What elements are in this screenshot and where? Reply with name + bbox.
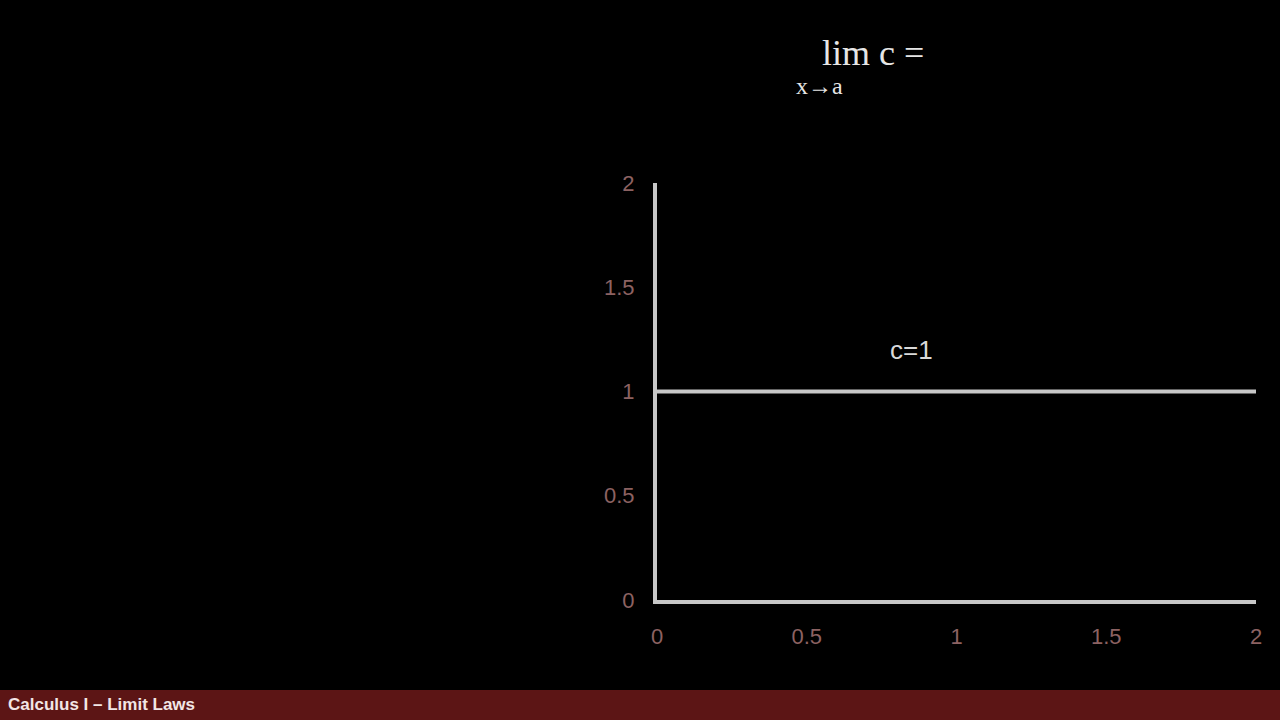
svg-text:1: 1 bbox=[950, 624, 962, 649]
svg-text:2: 2 bbox=[622, 171, 634, 196]
html-text:Calculus I – Limit Laws: Calculus I – Limit Laws bbox=[8, 695, 196, 714]
svg-text:c=1: c=1 bbox=[890, 335, 933, 365]
svg-text:lim c =: lim c = bbox=[822, 33, 924, 73]
svg-text:1.5: 1.5 bbox=[604, 275, 635, 300]
svg-text:0.5: 0.5 bbox=[791, 624, 822, 649]
svg-text:2: 2 bbox=[1250, 624, 1262, 649]
svg-text:0: 0 bbox=[622, 588, 634, 613]
svg-text:0: 0 bbox=[651, 624, 663, 649]
svg-text:1.5: 1.5 bbox=[1091, 624, 1122, 649]
svg-text:1: 1 bbox=[622, 379, 634, 404]
svg-text:x→a: x→a bbox=[796, 73, 843, 99]
svg-text:0.5: 0.5 bbox=[604, 483, 635, 508]
